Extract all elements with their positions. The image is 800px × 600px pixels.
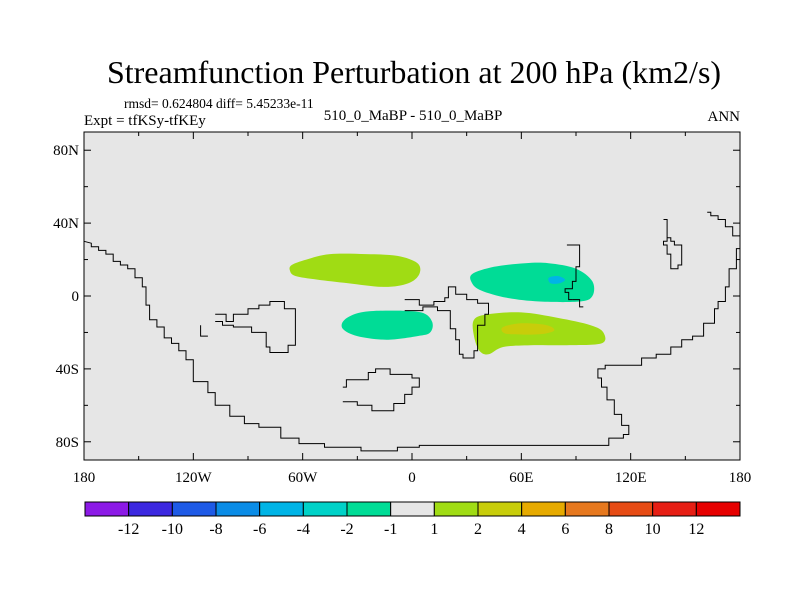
colorbar-label: 4 [518,521,526,538]
stats-text: rmsd= 0.624804 diff= 5.45233e-11 [124,96,314,111]
y-tick-label: 80S [56,435,79,451]
coastline-6 [707,211,740,237]
colorbar-box [433,501,479,517]
colorbar-label: 6 [561,521,569,538]
colorbar-box [521,501,566,517]
map-background [84,132,740,460]
colorbar-box [259,501,304,517]
coastline-4 [342,368,420,412]
colorbar-box [390,501,435,517]
colorbar-box [215,501,261,517]
colorbar-label: 10 [645,521,661,538]
colorbar-label: -8 [209,521,222,538]
colorbar-label: -6 [253,521,266,538]
colorbar-box [346,501,392,517]
x-tick-label: 0 [408,470,416,486]
coastline-1 [83,240,740,452]
coastline-8 [572,299,584,308]
y-tick-label: 40N [53,216,79,232]
map-plot-area: 180 120W 60W 0 60E 120E 180 80N 40N 0 40S 80S [53,131,751,486]
x-tick-label: 180 [729,470,752,486]
colorbar-box [564,501,610,517]
colorbar-box [84,501,130,517]
colorbar-box [128,501,173,517]
colorbar-label: 8 [605,521,613,538]
colorbar-box [695,501,741,517]
colorbar-label: -1 [384,521,397,538]
colorbar-label: -4 [297,521,310,538]
x-tick-label: 120E [615,470,647,486]
colorbar-box [171,501,217,517]
colorbar: -12 -10 -8 -6 -4 -2 -1 1 2 4 6 8 10 12 [84,501,741,538]
colorbar-label: 1 [430,521,438,538]
right-string: ANN [708,109,741,125]
axis-ticks: 180 120W 60W 0 60E 120E 180 80N 40N 0 40S 80S [53,132,751,486]
center-string: 510_0_MaBP - 510_0_MaBP [324,108,503,124]
coastline-2 [215,301,296,353]
contour-region-indian-ocean-south-core [501,323,555,335]
contour-region-indian-ocean-north-core [548,275,566,284]
colorbar-box [477,501,523,517]
coastline-5 [663,219,683,270]
contour-region-indian-ocean-north-lobe [470,262,595,303]
coastline-7 [564,244,581,301]
coastline-9 [200,325,208,337]
y-tick-label: 0 [72,289,80,305]
y-tick-label: 40S [56,362,79,378]
y-tick-label: 80N [53,143,79,159]
x-tick-label: 120W [175,470,213,486]
colorbar-label: 2 [474,521,482,538]
colorbar-label: -12 [118,521,139,538]
colorbar-box [302,501,348,517]
colorbar-label: -10 [162,521,183,538]
colorbar-box [652,501,697,517]
chart-title: Streamfunction Perturbation at 200 hPa (… [107,54,721,90]
coastlines [83,211,740,452]
x-tick-label: 60W [288,470,318,486]
x-tick-label: 60E [509,470,533,486]
colorbar-box [608,501,654,517]
contour-region-atlantic-africa-south-lobe [341,310,433,340]
x-tick-label: 180 [73,470,96,486]
contour-region-atlantic-africa-north-lobe [289,253,421,287]
colorbar-label: -2 [340,521,353,538]
colorbar-label: 12 [688,521,704,538]
left-string: Expt = tfKSy-tfKEy [84,113,206,129]
contour-regions [289,253,606,355]
coastline-3 [404,286,489,359]
